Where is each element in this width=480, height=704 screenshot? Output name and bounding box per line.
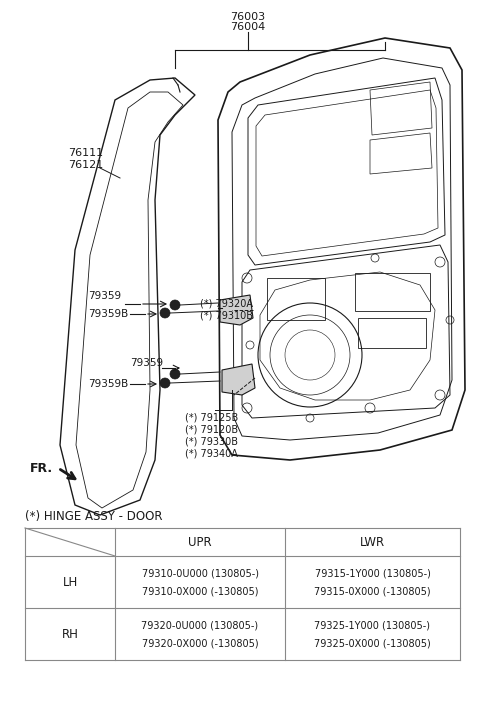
Circle shape (160, 378, 170, 388)
Text: 79315-1Y000 (130805-): 79315-1Y000 (130805-) (314, 568, 431, 578)
Text: 76121: 76121 (68, 160, 103, 170)
Circle shape (170, 300, 180, 310)
Text: 79320-0X000 (-130805): 79320-0X000 (-130805) (142, 638, 258, 648)
Text: 79320-0U000 (130805-): 79320-0U000 (130805-) (142, 620, 259, 630)
Circle shape (170, 369, 180, 379)
Text: (*) 79125B: (*) 79125B (185, 412, 238, 422)
Text: (*) 79330B: (*) 79330B (185, 436, 238, 446)
Text: UPR: UPR (188, 536, 212, 548)
Circle shape (160, 308, 170, 318)
Text: 76111: 76111 (68, 148, 103, 158)
Text: (*) HINGE ASSY - DOOR: (*) HINGE ASSY - DOOR (25, 510, 163, 523)
Text: LWR: LWR (360, 536, 385, 548)
Polygon shape (222, 364, 255, 395)
Text: 79310-0X000 (-130805): 79310-0X000 (-130805) (142, 586, 258, 596)
Text: 79315-0X000 (-130805): 79315-0X000 (-130805) (314, 586, 431, 596)
Text: 79359: 79359 (88, 291, 121, 301)
Text: LH: LH (62, 575, 78, 589)
Text: 79359: 79359 (130, 358, 163, 368)
Text: 76004: 76004 (230, 22, 265, 32)
Text: 79325-1Y000 (130805-): 79325-1Y000 (130805-) (314, 620, 431, 630)
Text: 79359B: 79359B (88, 309, 128, 319)
Text: RH: RH (61, 627, 78, 641)
Text: (*) 79310B: (*) 79310B (200, 310, 253, 320)
Text: 79310-0U000 (130805-): 79310-0U000 (130805-) (142, 568, 259, 578)
Text: (*) 79120B: (*) 79120B (185, 424, 238, 434)
Text: 79359B: 79359B (88, 379, 128, 389)
Text: 76003: 76003 (230, 12, 265, 22)
Text: FR.: FR. (30, 462, 53, 474)
Text: (*) 79340A: (*) 79340A (185, 448, 238, 458)
Text: (*) 79320A: (*) 79320A (200, 298, 253, 308)
Polygon shape (220, 295, 253, 325)
Text: 79325-0X000 (-130805): 79325-0X000 (-130805) (314, 638, 431, 648)
